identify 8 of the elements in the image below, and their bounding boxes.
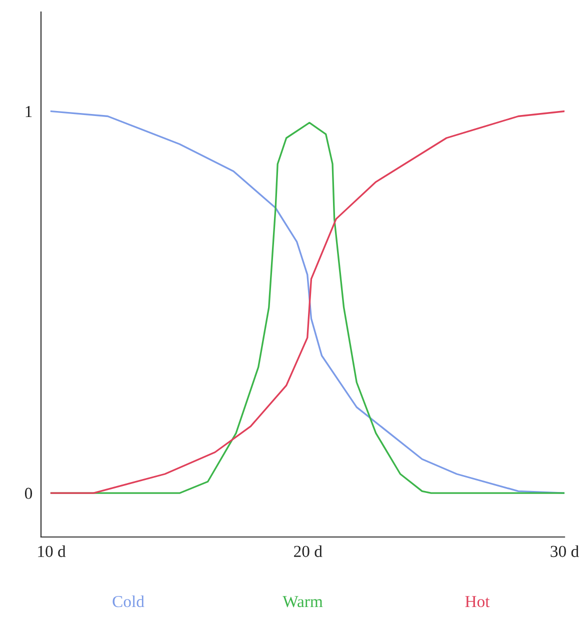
x-tick-label: 20 d	[294, 545, 322, 558]
x-tick-label: 30 d	[550, 545, 579, 558]
text: Warm	[282, 596, 323, 608]
text: Cold	[112, 595, 144, 608]
y-tick-label: 1	[26, 106, 32, 118]
y-tick-label: 0	[24, 488, 32, 500]
x-tick-label: 10 d	[38, 545, 66, 558]
text: Hot	[465, 596, 490, 608]
